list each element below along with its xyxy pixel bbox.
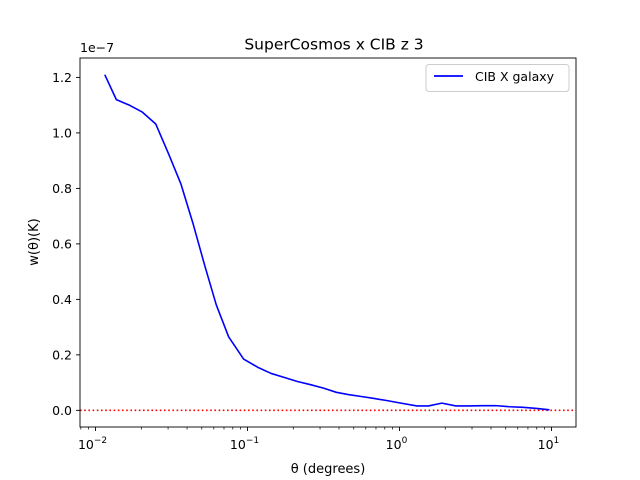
legend-box bbox=[425, 64, 570, 92]
y-offset-text: 1e−7 bbox=[80, 40, 114, 55]
y-tick-label-2: 0.4 bbox=[52, 292, 72, 307]
y-tick-label-0: 0.0 bbox=[52, 403, 72, 418]
y-tick-label-6: 1.2 bbox=[52, 70, 72, 85]
x-axis-label: θ (degrees) bbox=[291, 462, 366, 477]
y-tick-label-4: 0.8 bbox=[52, 181, 72, 196]
y-tick-label-5: 1.0 bbox=[52, 125, 72, 140]
legend-label-series-0: CIB X galaxy bbox=[475, 69, 555, 84]
y-tick-label-3: 0.6 bbox=[52, 236, 72, 251]
chart-title: SuperCosmos x CIB z 3 bbox=[244, 36, 423, 54]
series-line-0 bbox=[104, 74, 550, 411]
y-axis-label: w(θ)(K) bbox=[27, 218, 42, 265]
legend: CIB X galaxy bbox=[425, 64, 570, 92]
plot-area bbox=[80, 74, 576, 412]
axes-frame bbox=[79, 57, 577, 428]
y-tick-label-1: 0.2 bbox=[52, 347, 72, 362]
